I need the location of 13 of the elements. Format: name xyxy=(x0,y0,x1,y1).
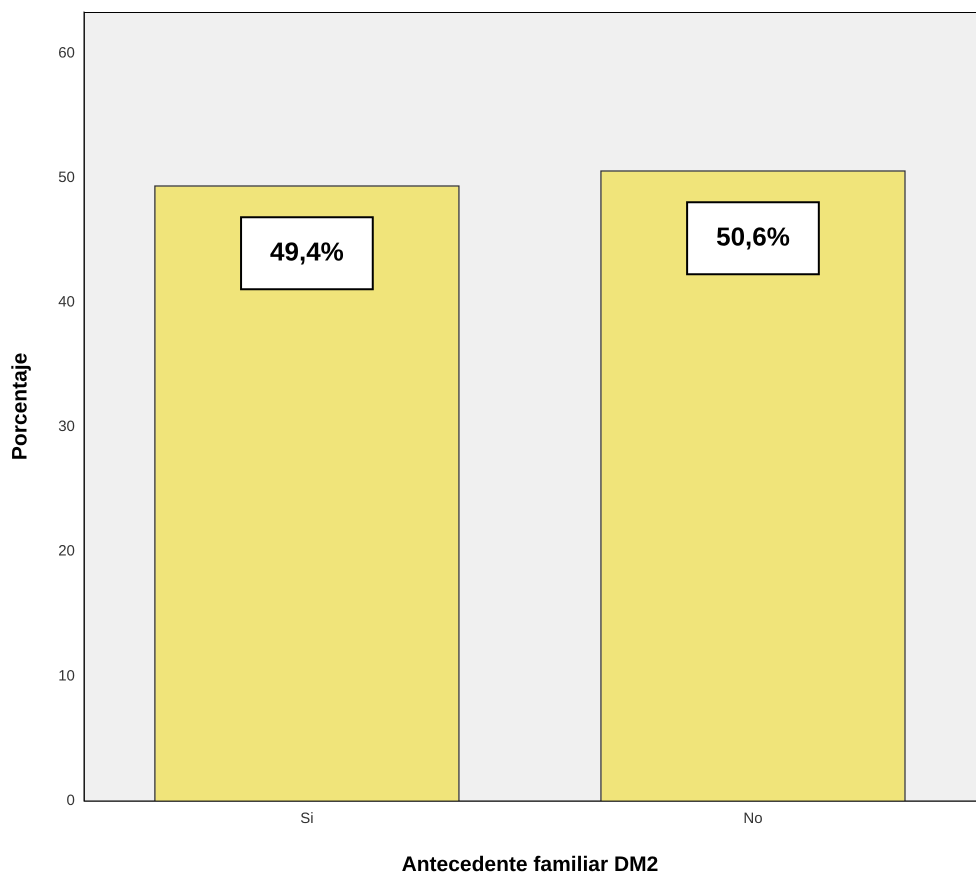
y-tick-label: 30 xyxy=(58,418,75,436)
x-axis-title: Antecedente familiar DM2 xyxy=(402,853,658,876)
y-tick-label: 60 xyxy=(58,44,75,62)
x-tick-label: Si xyxy=(300,810,314,827)
data-label: 49,4% xyxy=(270,236,344,266)
y-tick-label: 40 xyxy=(58,293,75,310)
y-tick-label: 50 xyxy=(58,168,75,186)
data-label: 50,6% xyxy=(716,221,790,252)
y-axis-title: Porcentaje xyxy=(8,352,32,460)
y-tick-label: 0 xyxy=(66,792,75,809)
y-tick-label: 10 xyxy=(58,667,75,684)
x-tick-label: No xyxy=(743,810,763,827)
y-tick-label: 20 xyxy=(58,542,75,560)
